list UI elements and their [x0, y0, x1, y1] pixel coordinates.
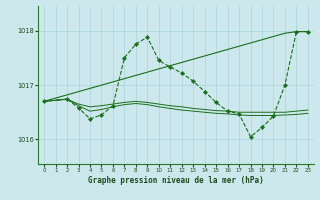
X-axis label: Graphe pression niveau de la mer (hPa): Graphe pression niveau de la mer (hPa) — [88, 176, 264, 185]
